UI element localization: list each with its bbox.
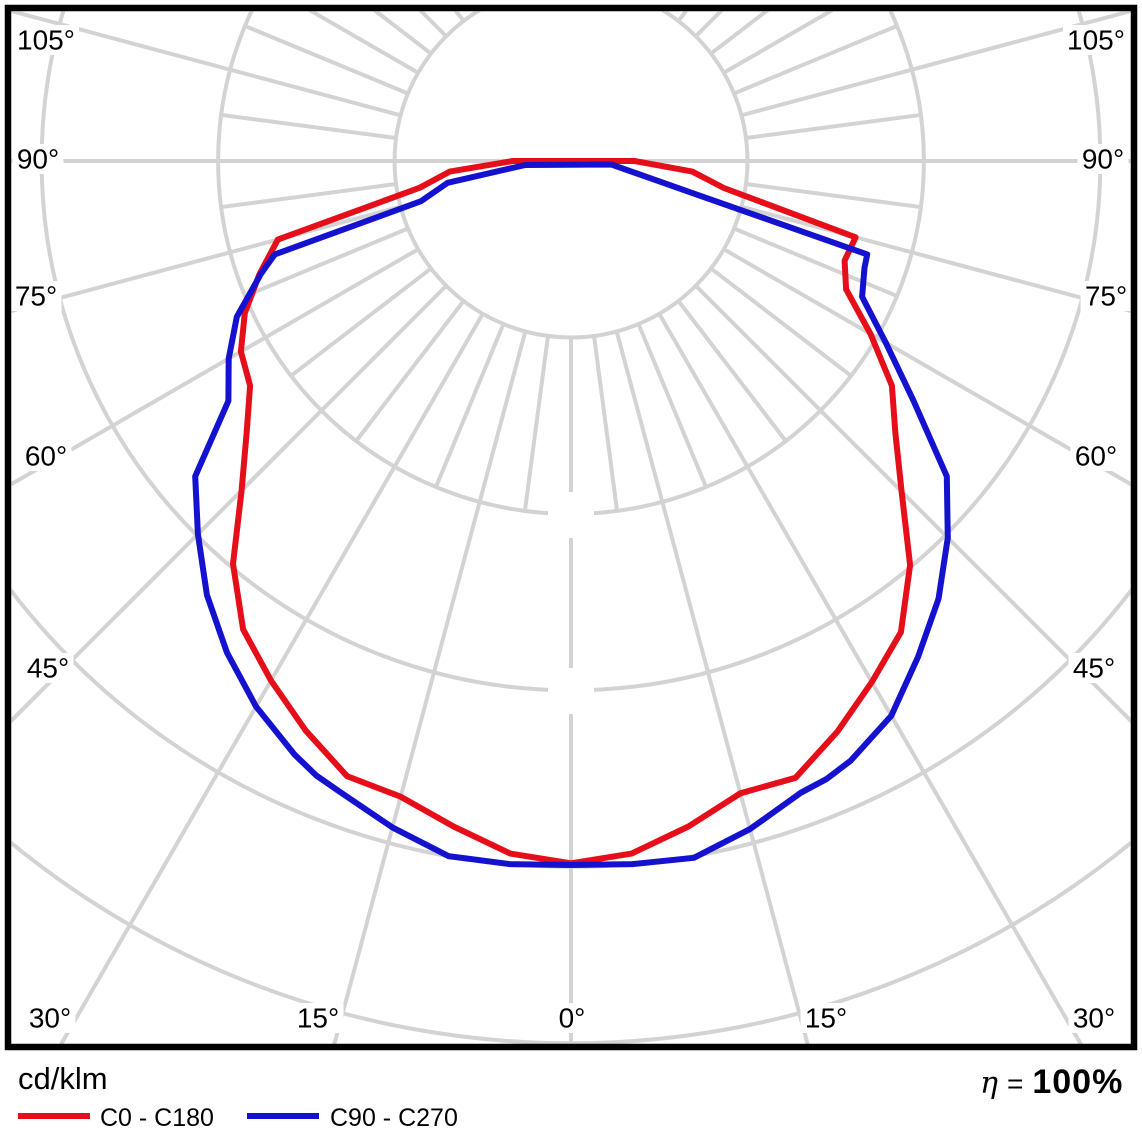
eta-symbol: η xyxy=(980,1066,998,1101)
minor-spoke xyxy=(745,182,922,210)
major-spoke xyxy=(11,11,402,118)
angle-label-text: 15° xyxy=(297,1003,339,1034)
angle-label: 45° xyxy=(22,653,74,684)
minor-spoke xyxy=(676,299,788,443)
major-spoke xyxy=(11,204,402,313)
plot-border xyxy=(4,4,1138,1051)
angle-label-bg xyxy=(10,281,62,311)
angle-label-bg xyxy=(1063,25,1129,55)
major-spoke xyxy=(722,247,1131,487)
angle-label: 105° xyxy=(1063,25,1129,56)
angle-label-bg xyxy=(1068,653,1120,683)
angle-label: 15° xyxy=(800,1003,852,1034)
minor-spoke xyxy=(709,11,770,56)
c0-c180-curve xyxy=(230,158,914,867)
c90-c270-curve xyxy=(192,161,951,868)
minor-spoke xyxy=(220,182,397,210)
minor-spoke xyxy=(354,299,466,443)
angle-label: 15° xyxy=(292,1003,344,1034)
ring-label-gap xyxy=(548,492,594,538)
angle-label-text: 75° xyxy=(1085,281,1127,312)
angle-label-bg xyxy=(554,1003,590,1033)
minor-spoke xyxy=(709,266,853,378)
angle-label-text: 105° xyxy=(1067,25,1125,56)
major-spoke xyxy=(614,330,811,1046)
angle-label-bg xyxy=(1070,441,1122,471)
major-spoke xyxy=(657,312,1084,1046)
major-spoke xyxy=(11,284,448,724)
angle-label-bg xyxy=(1068,1003,1120,1033)
minor-spoke xyxy=(244,226,409,298)
angle-label-bg xyxy=(20,441,72,471)
angle-label-text: 30° xyxy=(1073,1003,1115,1034)
angle-label: 90° xyxy=(12,144,64,175)
angle-label: 30° xyxy=(24,1003,76,1034)
angle-label-bg xyxy=(800,1003,852,1033)
minor-spoke xyxy=(733,24,898,96)
angle-label-text: 45° xyxy=(27,653,69,684)
legend-c90-label: C90 - C270 xyxy=(330,1104,458,1132)
ring-label-gap xyxy=(548,668,594,714)
angle-labels: 105° 90° 75° 60° 45° 30° 15° 0° 15° 30° 45° 60° 75° 9… xyxy=(10,25,1132,1034)
angle-label: 75° xyxy=(1080,281,1132,312)
major-spoke xyxy=(740,11,1131,118)
angle-label-text: 45° xyxy=(1073,653,1115,684)
legend-c90-swatch-line xyxy=(247,1113,319,1119)
angle-label: 90° xyxy=(1077,144,1129,175)
minor-spoke xyxy=(372,11,433,56)
angle-label-text: 75° xyxy=(15,281,57,312)
value-ring xyxy=(392,11,750,340)
major-spoke xyxy=(740,204,1131,313)
angle-label-bg xyxy=(22,653,74,683)
intensity-curves xyxy=(192,158,951,868)
angle-label-bg xyxy=(24,1003,76,1033)
angle-label-text: 90° xyxy=(17,144,59,175)
angle-label-text: 15° xyxy=(805,1003,847,1034)
unit-label: cd/klm xyxy=(18,1061,108,1096)
efficiency-readout: η = 100% xyxy=(980,1063,1123,1102)
minor-spoke xyxy=(244,24,409,96)
angle-label-bg xyxy=(13,25,79,55)
legend-c0-label: C0 - C180 xyxy=(100,1104,214,1132)
major-spoke xyxy=(58,312,485,1046)
legend-c0-swatch-line xyxy=(18,1113,90,1119)
major-spoke xyxy=(694,284,1131,724)
minor-spoke xyxy=(733,226,898,298)
angle-label: 45° xyxy=(1068,653,1120,684)
angle-label-text: 60° xyxy=(25,441,67,472)
angle-label: 105° xyxy=(13,25,79,56)
angle-label-text: 60° xyxy=(1075,441,1117,472)
minor-spoke xyxy=(289,266,433,378)
minor-spoke xyxy=(745,112,922,140)
minor-spoke xyxy=(592,335,620,512)
angle-label-text: 105° xyxy=(17,25,75,56)
minor-spoke xyxy=(636,323,708,488)
eta-value: 100% xyxy=(1032,1063,1124,1101)
angle-label: 60° xyxy=(1070,441,1122,472)
angle-label: 30° xyxy=(1068,1003,1120,1034)
angle-label-text: 30° xyxy=(29,1003,71,1034)
angle-label-text: 0° xyxy=(559,1003,586,1034)
angle-label-bg xyxy=(1080,281,1132,311)
minor-spoke xyxy=(220,112,397,140)
angle-label-bg xyxy=(292,1003,344,1033)
angle-label: 0° xyxy=(554,1003,590,1034)
angle-label-text: 90° xyxy=(1082,144,1124,175)
angle-label: 60° xyxy=(20,441,72,472)
minor-spoke xyxy=(522,335,550,512)
major-spoke xyxy=(11,247,420,487)
eta-equals-sign: = xyxy=(1006,1068,1024,1099)
angle-label-bg xyxy=(12,144,64,174)
major-spoke xyxy=(331,330,528,1046)
angle-label: 75° xyxy=(10,281,62,312)
angle-label-bg xyxy=(1077,144,1129,174)
minor-spoke xyxy=(434,323,506,488)
